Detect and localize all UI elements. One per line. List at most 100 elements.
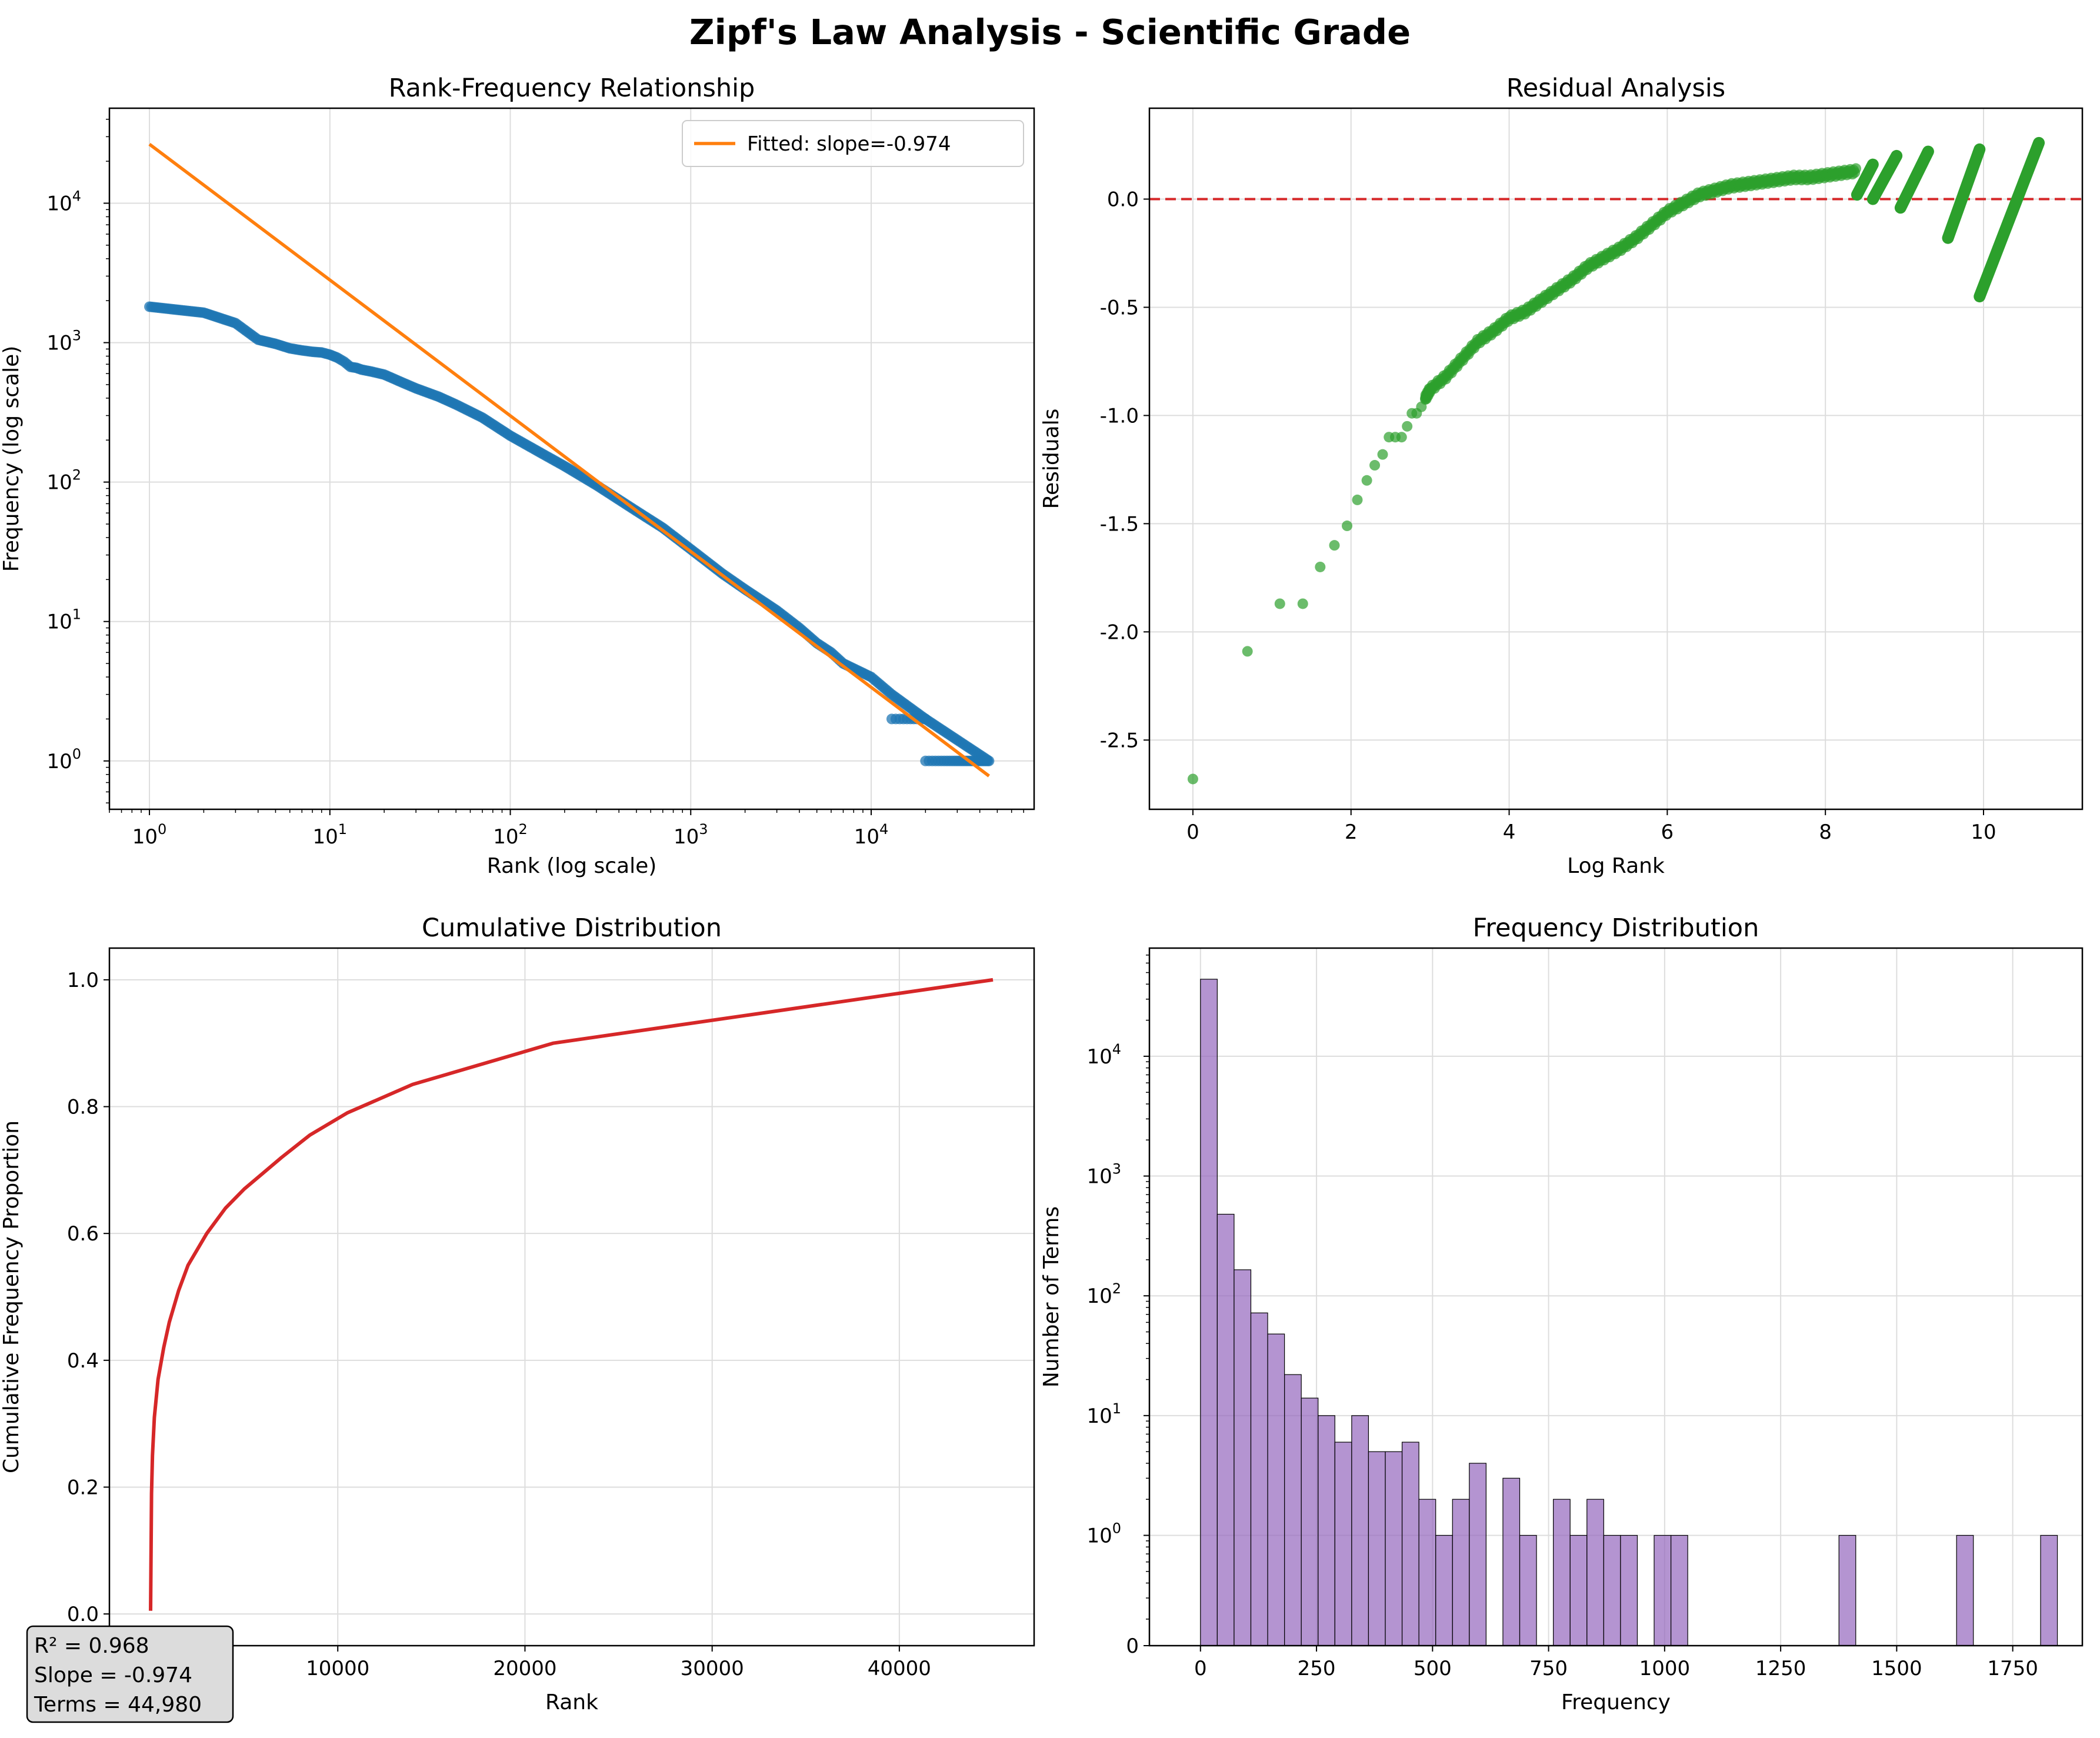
y-axis-label: Number of Terms — [1039, 1206, 1064, 1387]
histogram-bar — [1250, 1312, 1268, 1646]
y-tick-label: 101 — [46, 606, 81, 634]
histogram-bar — [1469, 1463, 1486, 1646]
x-tick-label: 20000 — [493, 1657, 556, 1680]
y-tick-label: 104 — [1086, 1041, 1121, 1069]
x-tick-label: 103 — [674, 821, 708, 849]
stats-box: R² = 0.968 Slope = -0.974 Terms = 44,980 — [26, 1625, 234, 1723]
y-tick-label: 1.0 — [67, 969, 99, 992]
x-tick-label: 100 — [132, 821, 167, 849]
y-tick-label: 104 — [46, 188, 81, 216]
histogram-bar — [1284, 1374, 1302, 1646]
y-tick-label: 102 — [1086, 1280, 1121, 1308]
plot-marks — [149, 978, 994, 1611]
residual-point — [1187, 773, 1198, 785]
histogram-bar — [1603, 1534, 1621, 1646]
histogram-bar — [1586, 1499, 1604, 1646]
x-tick-label: 1000 — [1639, 1657, 1691, 1680]
panel-title: Frequency Distribution — [1473, 913, 1759, 943]
x-tick-label: 6 — [1661, 820, 1674, 844]
residual-band — [1974, 136, 2045, 303]
stats-slope: Slope = -0.974 — [34, 1663, 192, 1687]
plot-marks — [144, 142, 995, 778]
residual-point — [1377, 449, 1388, 460]
rank-frequency-point — [920, 713, 931, 725]
x-tick-label: 4 — [1503, 820, 1516, 844]
histogram-bar — [1351, 1415, 1369, 1646]
y-tick-label: 0.6 — [67, 1222, 99, 1246]
histogram-bar — [1216, 1213, 1235, 1646]
rank-frequency-panel: 100 101 102 103 104 100 101 102 103 104 Rank-Frequ… — [0, 74, 1035, 878]
residual-point — [1402, 421, 1413, 432]
y-axis-label: Frequency (log scale) — [0, 346, 24, 572]
y-axis-label: Residuals — [1039, 409, 1064, 509]
histogram-bar — [1318, 1415, 1335, 1646]
histogram-bar — [1553, 1499, 1571, 1646]
residual-band — [1942, 143, 1986, 244]
x-tick-label: 1250 — [1755, 1657, 1806, 1680]
x-axis-label: Frequency — [1561, 1690, 1671, 1714]
frequency-distribution-panel: 0 250 500 750 1000 1250 1500 1750 100 101 102 103 10… — [1039, 913, 2084, 1714]
histogram-bar — [1368, 1451, 1386, 1646]
histogram-bar — [1502, 1477, 1521, 1646]
y-tick-label: 0 — [1126, 1634, 1139, 1658]
plot-area — [109, 948, 1034, 1646]
residual-band — [1866, 149, 1903, 205]
figure-title: Zipf's Law Analysis - Scientific Grade — [689, 12, 1411, 52]
x-tick-label: 10000 — [306, 1657, 369, 1680]
plot-marks — [1200, 979, 2058, 1646]
plot-marks — [1149, 136, 2082, 785]
x-axis-label: Rank — [545, 1690, 598, 1714]
x-tick-label: 40000 — [868, 1657, 931, 1680]
y-tick-label: -0.5 — [1100, 296, 1139, 319]
histogram-bar — [1435, 1534, 1453, 1646]
cumulative-line — [149, 978, 994, 1611]
panel-title: Residual Analysis — [1506, 74, 1725, 103]
y-tick-label: 103 — [46, 328, 81, 355]
histogram-bar — [1385, 1451, 1403, 1646]
x-tick-label: 0 — [1194, 1657, 1207, 1680]
x-tick-label: 102 — [493, 821, 528, 849]
panel-title: Cumulative Distribution — [422, 913, 722, 943]
x-tick-label: 750 — [1529, 1657, 1568, 1680]
axes-frame — [1148, 947, 2084, 1647]
residual-point — [1342, 521, 1353, 532]
residual-point — [1315, 561, 1326, 572]
y-tick-label: 103 — [1086, 1161, 1121, 1189]
x-tick-label: 250 — [1298, 1657, 1336, 1680]
stats-box-background — [26, 1625, 234, 1723]
x-tick-label: 0 — [1186, 820, 1199, 844]
x-axis-label: Rank (log scale) — [487, 854, 657, 878]
rank-frequency-point — [982, 755, 994, 766]
x-tick-label: 1500 — [1871, 1657, 1922, 1680]
residual-band — [1894, 145, 1934, 214]
histogram-bar — [1838, 1534, 1856, 1646]
y-tick-label: 100 — [46, 746, 81, 773]
residual-panel: 0 2 4 6 8 10 -2.5 -2.0 -1.5 -1.0 -0.5 0.0 Residual A… — [1039, 74, 2084, 878]
x-tick-label: 30000 — [681, 1657, 744, 1680]
y-axis-label: Cumulative Frequency Proportion — [0, 1120, 24, 1473]
y-tick-label: 101 — [1086, 1400, 1121, 1428]
histogram-bar — [1956, 1534, 1974, 1646]
histogram-bar — [1418, 1499, 1436, 1646]
panel-title: Rank-Frequency Relationship — [389, 74, 755, 103]
y-tick-label: 0.0 — [67, 1603, 99, 1626]
residual-band — [1851, 158, 1879, 201]
residual-point — [1361, 475, 1372, 486]
stats-r2: R² = 0.968 — [34, 1634, 149, 1658]
residual-point — [1396, 432, 1407, 443]
histogram-bar — [1401, 1442, 1419, 1646]
y-tick-label: 0.4 — [67, 1349, 99, 1373]
histogram-bar — [1670, 1534, 1688, 1646]
axes-frame — [1148, 107, 2084, 810]
fitted-line — [148, 142, 991, 778]
histogram-bar — [1519, 1534, 1537, 1646]
residual-point — [1369, 460, 1381, 471]
legend-fitted-label: Fitted: slope=-0.974 — [747, 132, 951, 156]
histogram-bar — [1654, 1534, 1672, 1646]
y-tick-label: -2.5 — [1100, 729, 1139, 752]
x-axis-label: Log Rank — [1567, 854, 1665, 878]
y-tick-label: 0.0 — [1107, 188, 1139, 212]
y-tick-label: -1.0 — [1100, 404, 1139, 428]
histogram-bar — [1200, 979, 1218, 1646]
y-tick-label: -1.5 — [1100, 512, 1139, 536]
